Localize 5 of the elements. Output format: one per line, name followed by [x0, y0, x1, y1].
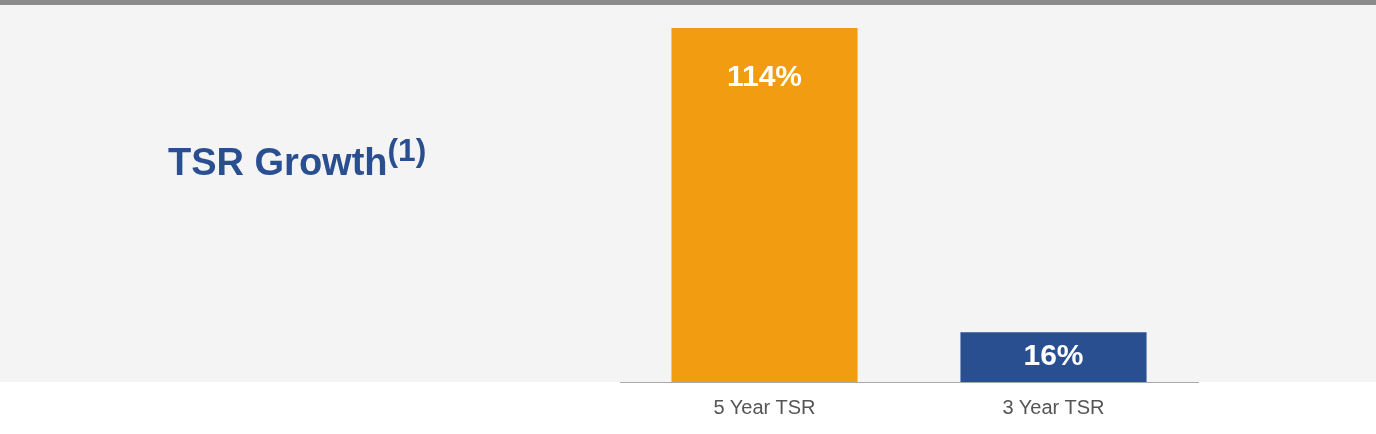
data-label: 16% — [1023, 338, 1084, 372]
x-tick-label: 3 Year TSR — [1002, 395, 1105, 418]
data-label: 114% — [726, 59, 803, 93]
x-tick-label: 5 Year TSR — [713, 395, 816, 418]
text: TSR Growth$^{(1)}$ — [168, 132, 427, 184]
